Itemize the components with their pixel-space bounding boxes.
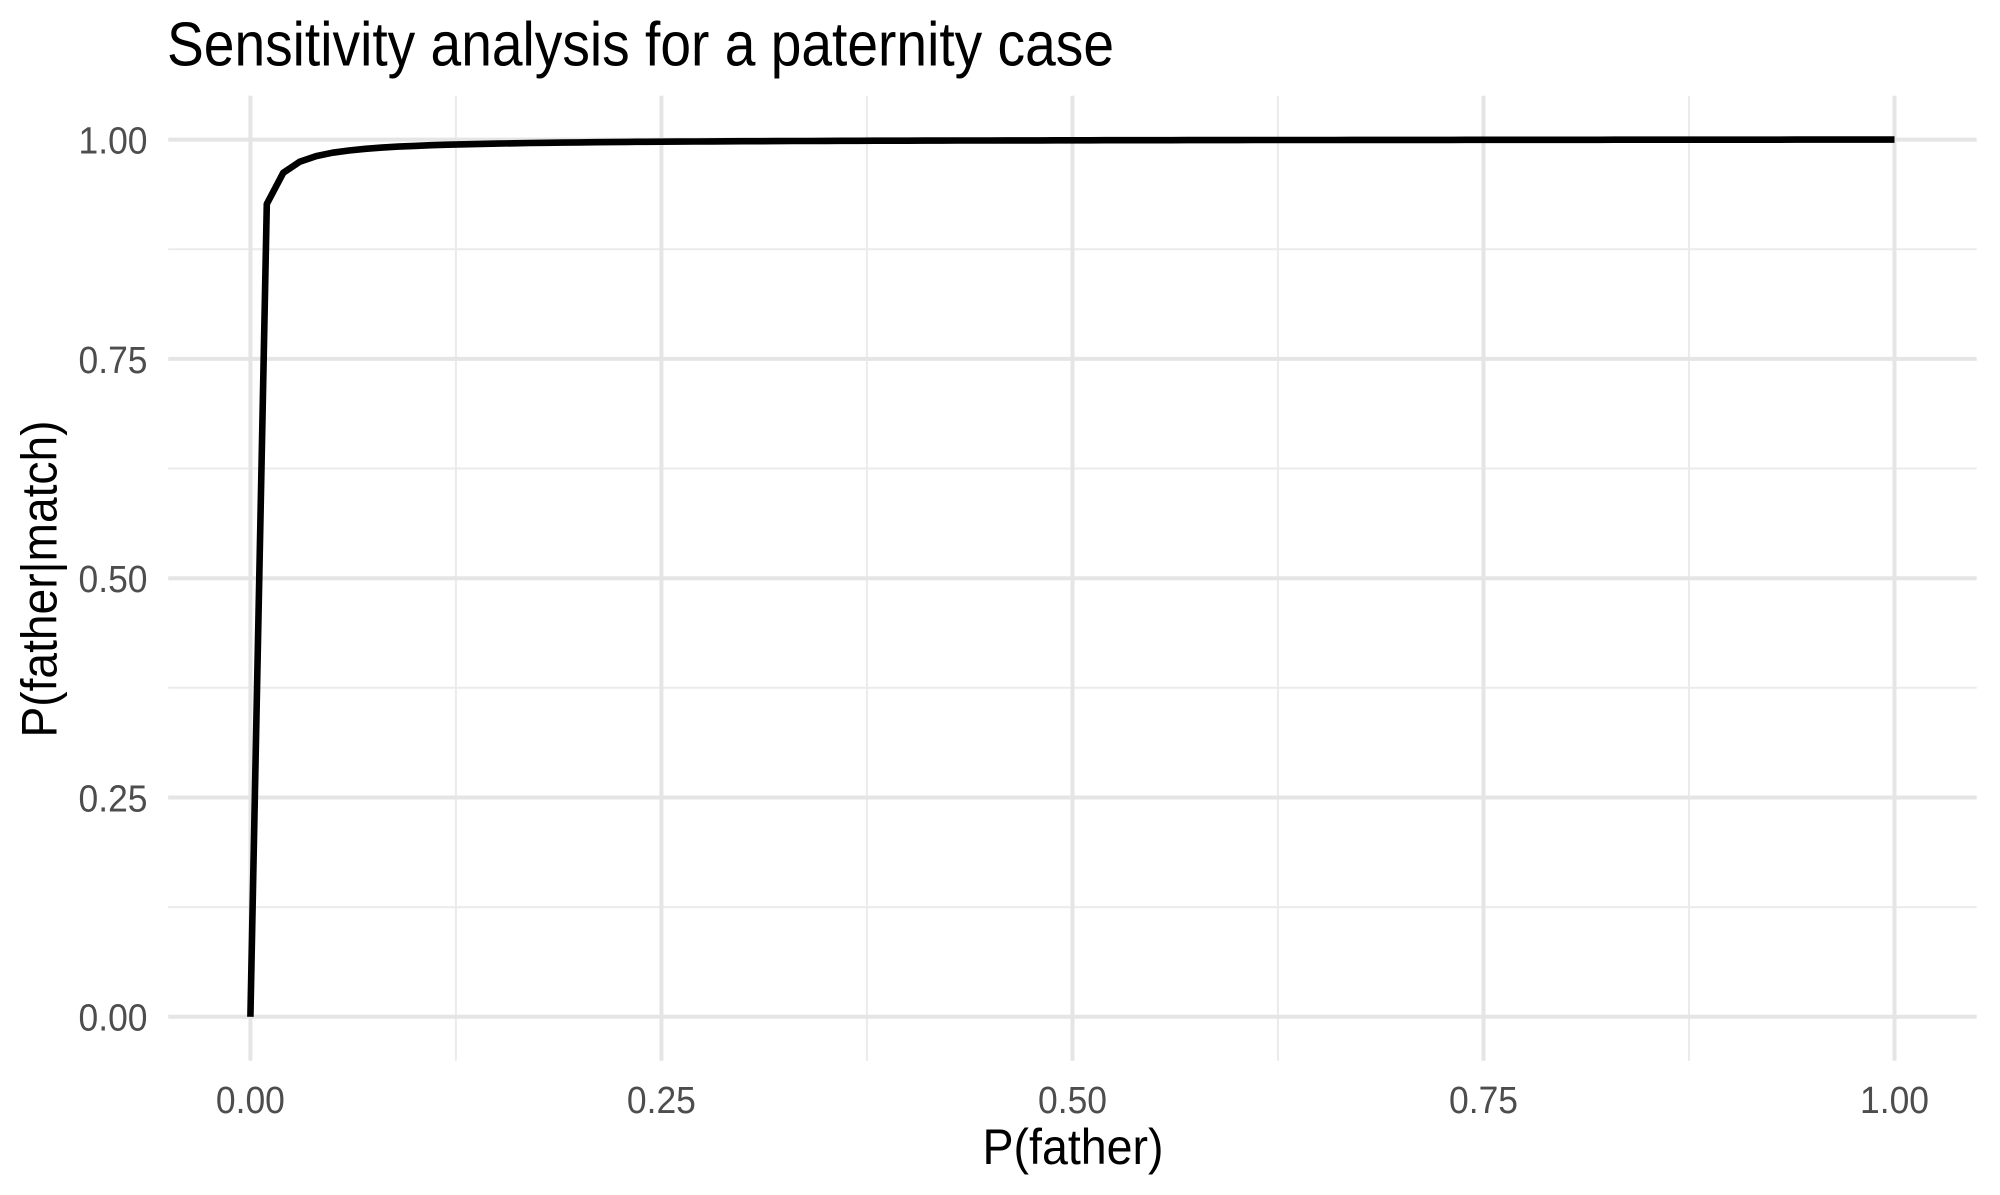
svg-text:1.00: 1.00 (79, 121, 148, 163)
svg-text:0.25: 0.25 (79, 778, 148, 820)
svg-text:0.00: 0.00 (216, 1080, 285, 1122)
svg-text:Sensitivity analysis for a pat: Sensitivity analysis for a paternity cas… (167, 11, 1114, 80)
svg-text:0.50: 0.50 (1038, 1080, 1107, 1122)
svg-text:0.00: 0.00 (79, 998, 148, 1040)
svg-text:0.50: 0.50 (79, 559, 148, 601)
svg-text:P(father|match): P(father|match) (12, 421, 68, 738)
svg-text:0.75: 0.75 (1449, 1080, 1518, 1122)
svg-text:P(father): P(father) (983, 1119, 1164, 1175)
svg-text:1.00: 1.00 (1860, 1080, 1929, 1122)
svg-text:0.25: 0.25 (627, 1080, 696, 1122)
svg-text:0.75: 0.75 (79, 340, 148, 382)
